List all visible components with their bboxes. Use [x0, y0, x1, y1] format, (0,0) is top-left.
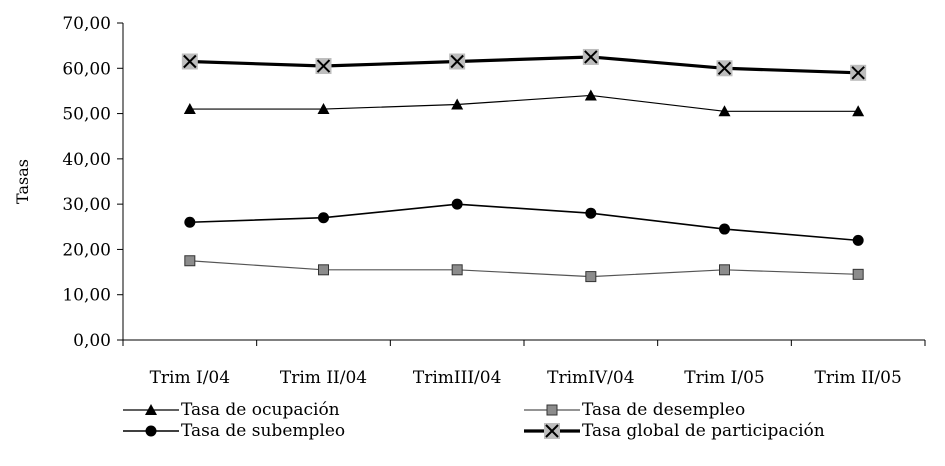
legend-label: Tasa global de participación [582, 421, 825, 441]
series-group [181, 48, 867, 283]
data-point [585, 271, 597, 283]
data-point [719, 223, 730, 235]
legend: Tasa de ocupación Tasa de desempleo Tasa d… [123, 400, 825, 441]
data-point [184, 255, 196, 267]
data-point [315, 58, 332, 75]
data-point [582, 48, 599, 65]
legend-item: Tasa de subempleo [123, 421, 345, 441]
data-point [318, 212, 329, 224]
data-point [850, 64, 867, 81]
data-point [318, 264, 329, 276]
y-tick-label: 50,00 [62, 105, 111, 125]
data-point [184, 216, 196, 228]
series-line [189, 260, 859, 278]
y-tick-label: 20,00 [62, 240, 111, 260]
legend-marker [546, 404, 558, 416]
data-point [585, 207, 597, 219]
legend-item: Tasa de desempleo [524, 400, 745, 420]
series-line [189, 55, 859, 75]
series-2 [184, 255, 864, 283]
x-axis-ticks: Trim I/04 Trim II/04 TrimIII/04 TrimIV/04 Tr… [122, 340, 926, 388]
data-point [852, 234, 864, 246]
legend-label: Tasa de ocupación [181, 400, 340, 420]
data-point [716, 60, 733, 77]
data-point [852, 268, 864, 280]
y-axis-label: Tasas [13, 159, 32, 204]
legend-label: Tasa de desempleo [582, 400, 745, 420]
data-point [719, 264, 730, 276]
data-point [584, 89, 597, 101]
series-1 [183, 89, 865, 117]
data-point [449, 53, 466, 70]
y-tick-label: 40,00 [62, 150, 111, 170]
series-4 [181, 48, 867, 81]
y-tick-label: 70,00 [62, 14, 111, 34]
data-point [451, 264, 463, 276]
series-line [189, 94, 859, 112]
y-tick-label: 0,00 [73, 331, 111, 351]
legend-marker [145, 404, 157, 415]
x-tick-label: Trim II/04 [280, 368, 367, 388]
legend-item: Tasa global de participación [524, 421, 825, 441]
x-tick-label: Trim I/05 [684, 368, 765, 388]
y-tick-label: 30,00 [62, 195, 111, 215]
y-axis-ticks: 0,00 10,00 20,00 30,00 40,00 50,00 60,00 70,00 [62, 14, 123, 351]
data-point [852, 105, 865, 117]
data-point [317, 103, 330, 115]
x-tick-label: TrimIII/04 [413, 368, 502, 388]
series-line [189, 203, 859, 242]
legend-marker [145, 425, 157, 437]
x-tick-label: Trim II/05 [815, 368, 902, 388]
legend-item: Tasa de ocupación [123, 400, 340, 420]
legend-label: Tasa de subempleo [181, 421, 345, 441]
y-tick-label: 60,00 [62, 59, 111, 79]
legend-marker [544, 423, 560, 439]
data-point [181, 53, 198, 70]
x-tick-label: Trim I/04 [150, 368, 231, 388]
data-point [183, 103, 196, 115]
series-3 [184, 198, 864, 246]
data-point [451, 198, 463, 210]
x-tick-label: TrimIV/04 [547, 368, 634, 388]
y-tick-label: 10,00 [62, 286, 111, 306]
data-point [718, 105, 731, 117]
data-point [451, 98, 464, 110]
